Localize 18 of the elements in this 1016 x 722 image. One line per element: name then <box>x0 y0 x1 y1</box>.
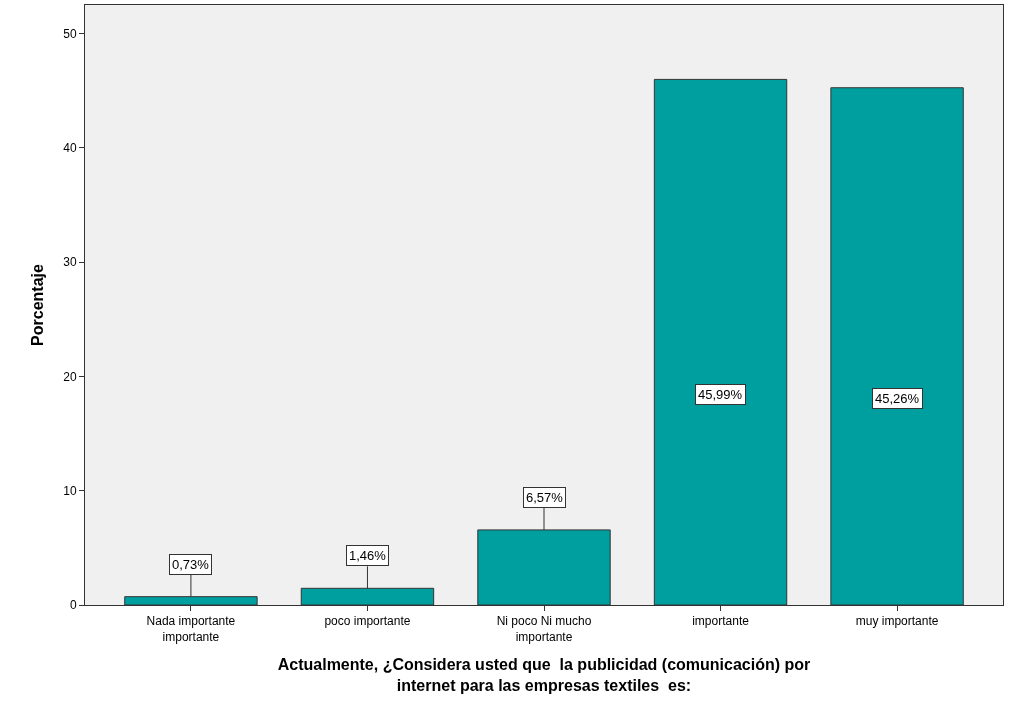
y-tick-label: 20 <box>63 369 77 384</box>
y-tick-label: 30 <box>63 255 77 270</box>
y-tick-label: 50 <box>63 26 77 41</box>
y-axis-title: Porcentaje <box>29 263 47 346</box>
data-label: 1,46% <box>349 548 387 563</box>
y-tick-label: 0 <box>69 598 77 613</box>
data-label: 0,73% <box>172 557 210 572</box>
x-tick-label: muy importante <box>855 614 939 629</box>
x-tick-label: poco importante <box>324 614 411 629</box>
x-axis-title: Actualmente, ¿Considera usted que la publicidad (comunicación) por internet para las empresas textiles es: <box>277 655 811 694</box>
data-label: 6,57% <box>526 490 564 505</box>
data-label: 45,99% <box>698 387 743 402</box>
x-tick-label: Ni poco Ni mucho importante <box>496 614 592 644</box>
y-tick-label: 40 <box>63 141 77 156</box>
x-tick-label: Nada importante importante <box>146 614 236 644</box>
y-tick-label: 10 <box>63 483 77 498</box>
data-label: 45,26% <box>875 391 920 406</box>
x-tick-label: importante <box>692 614 750 629</box>
